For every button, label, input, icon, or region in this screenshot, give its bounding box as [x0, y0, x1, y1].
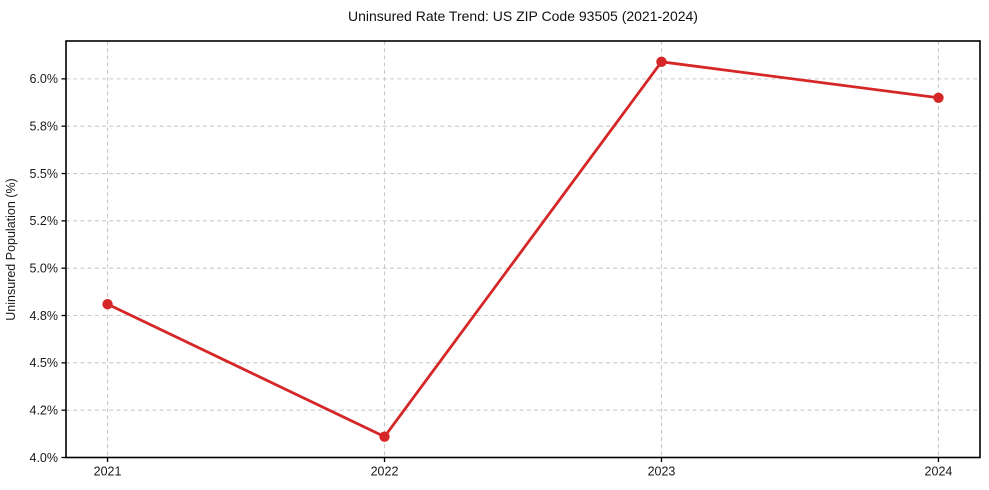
plot-border	[65, 40, 981, 459]
y-tick-label: 5.5%	[30, 167, 59, 181]
x-tick-label: 2023	[648, 465, 676, 479]
trend-line	[106, 60, 940, 439]
y-tick-label: 4.0%	[30, 451, 59, 465]
data-point-2022	[379, 431, 390, 442]
y-axis-label: Uninsured Population (%)	[4, 178, 18, 320]
y-tick-label: 6.0%	[30, 72, 59, 86]
data-point-2024	[933, 92, 944, 103]
x-tick-label: 2022	[371, 465, 399, 479]
y-tick-label: 4.5%	[30, 356, 59, 370]
y-tick-label: 4.2%	[30, 403, 59, 417]
chart-title: Uninsured Rate Trend: US ZIP Code 93505 …	[348, 8, 698, 24]
x-tick-label: 2024	[925, 465, 953, 479]
data-point-2021	[102, 298, 113, 310]
y-tick-label: 4.8%	[30, 309, 59, 323]
y-tick-label: 5.8%	[30, 119, 59, 133]
y-tick-label: 5.0%	[30, 261, 59, 275]
data-point-2023	[656, 56, 667, 68]
x-tick-label: 2021	[94, 465, 122, 479]
y-tick-label: 5.2%	[30, 214, 59, 228]
